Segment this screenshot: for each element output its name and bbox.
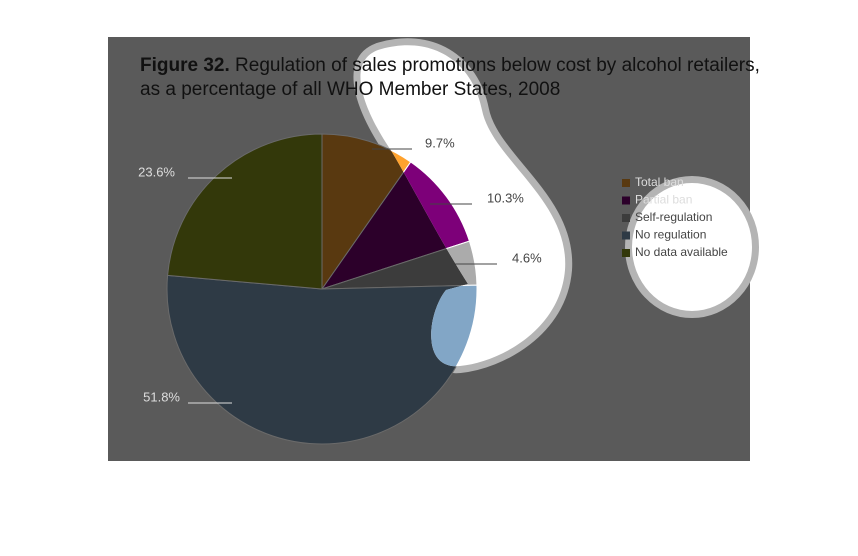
legend-label: No data available (635, 245, 728, 259)
value-label: 51.8% (143, 389, 180, 404)
chart-title: Figure 32. Regulation of sales promotion… (140, 55, 760, 76)
labels: Figure 32. Regulation of sales promotion… (138, 55, 760, 404)
legend-swatch (622, 231, 630, 240)
value-label: 23.6% (138, 164, 175, 179)
legend-label: Partial ban (635, 193, 692, 207)
value-label: 4.6% (512, 250, 542, 265)
wedge (167, 133, 323, 290)
legend-label: Self-regulation (635, 210, 712, 224)
legend-label: Total ban (635, 175, 684, 189)
title-line: as a percentage of all WHO Member States… (140, 79, 560, 100)
value-label: 9.7% (425, 135, 455, 150)
legend-swatch (622, 179, 630, 187)
title-label: Figure 32. (140, 55, 230, 76)
legend-swatch (622, 214, 630, 222)
title-line: Regulation of sales promotions below cos… (235, 55, 760, 76)
legend-swatch (622, 249, 630, 257)
legend-label: No regulation (635, 228, 706, 242)
legend-swatch (622, 196, 630, 205)
value-label: 10.3% (487, 190, 524, 205)
